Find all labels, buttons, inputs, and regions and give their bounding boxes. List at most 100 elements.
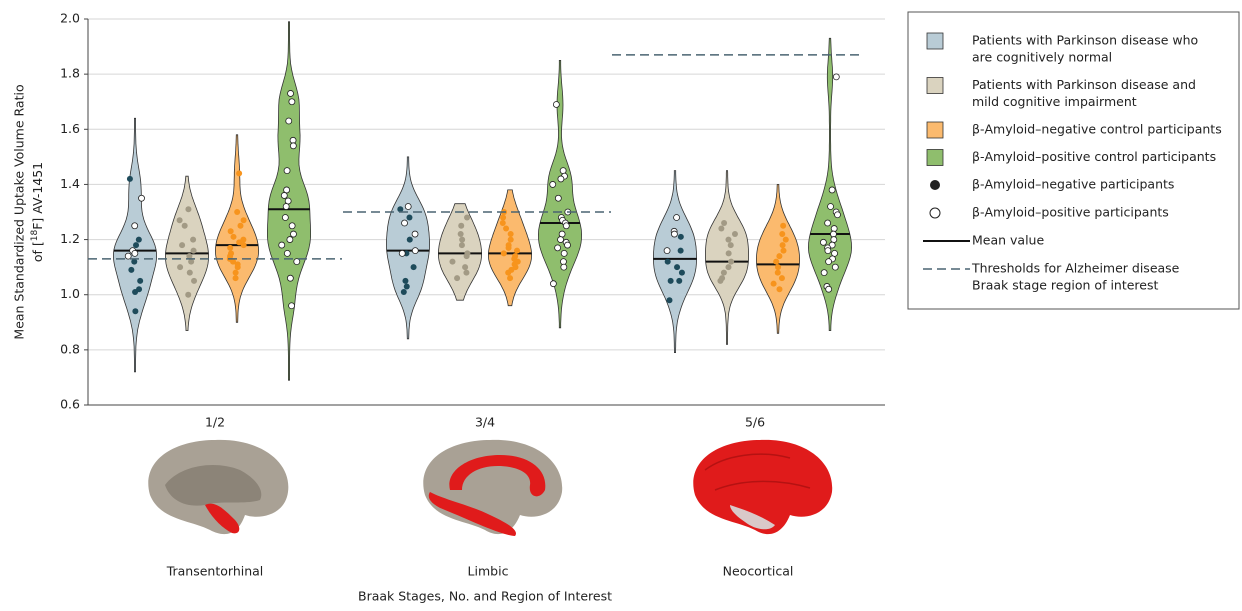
negative-point: [678, 248, 684, 254]
negative-point: [177, 264, 183, 270]
negative-point: [404, 283, 410, 289]
y-axis-title-sup: 18: [30, 230, 40, 242]
brain-transentorhinal: [148, 440, 288, 534]
negative-point: [501, 250, 507, 256]
negative-point: [773, 259, 779, 265]
positive-point: [559, 231, 565, 237]
positive-point: [560, 259, 566, 265]
negative-point: [507, 275, 513, 281]
positive-point: [289, 303, 295, 309]
x-axis-title: Braak Stages, No. and Region of Interest: [358, 589, 612, 604]
negative-point: [721, 220, 727, 226]
violin: [705, 171, 748, 345]
negative-point: [177, 217, 183, 223]
positive-point: [285, 198, 291, 204]
positive-point: [833, 74, 839, 80]
y-axis-title-part: of [: [30, 241, 45, 262]
positive-point: [664, 248, 670, 254]
negative-point: [241, 217, 247, 223]
legend-label: β-Amyloid–positive control participants: [972, 149, 1216, 164]
negative-point: [783, 237, 789, 243]
positive-point: [282, 215, 288, 221]
positive-point: [290, 231, 296, 237]
negative-point: [721, 270, 727, 276]
negative-point: [233, 275, 239, 281]
negative-point: [458, 231, 464, 237]
negative-point: [407, 237, 413, 243]
positive-point: [555, 245, 561, 251]
negative-point: [780, 242, 786, 248]
positive-point: [830, 231, 836, 237]
positive-point: [287, 237, 293, 243]
negative-point: [500, 215, 506, 221]
positive-point: [825, 248, 831, 254]
positive-point: [289, 99, 295, 105]
negative-point: [726, 250, 732, 256]
legend-marker: [930, 180, 940, 190]
positive-point: [553, 101, 559, 107]
negative-point: [776, 253, 782, 259]
negative-point: [462, 264, 468, 270]
positive-point: [286, 118, 292, 124]
positive-point: [279, 242, 285, 248]
positive-point: [828, 203, 834, 209]
legend-label: β-Amyloid–negative participants: [972, 177, 1174, 192]
legend-label: Mean value: [972, 233, 1044, 248]
positive-point: [831, 237, 837, 243]
negative-point: [136, 237, 142, 243]
y-tick-label: 1.4: [60, 176, 80, 191]
negative-point: [678, 234, 684, 240]
legend-marker: [930, 208, 940, 218]
negative-point: [185, 206, 191, 212]
negative-point: [228, 228, 234, 234]
negative-point: [458, 223, 464, 229]
negative-point: [725, 264, 731, 270]
positive-point: [563, 223, 569, 229]
negative-point: [674, 264, 680, 270]
violin: [756, 184, 799, 333]
negative-point: [508, 237, 514, 243]
y-tick-label: 1.0: [60, 286, 80, 301]
negative-point: [463, 270, 469, 276]
negative-point: [241, 242, 247, 248]
region-label: Limbic: [468, 564, 509, 579]
positive-point: [826, 286, 832, 292]
positive-point: [829, 187, 835, 193]
positive-point: [560, 168, 566, 174]
positive-point: [399, 250, 405, 256]
positive-point: [284, 250, 290, 256]
violin: [438, 204, 481, 301]
positive-point: [132, 223, 138, 229]
positive-point: [832, 264, 838, 270]
legend-label: β-Amyloid–positive participants: [972, 205, 1169, 220]
negative-point: [190, 237, 196, 243]
negative-point: [185, 292, 191, 298]
legend-label: Patients with Parkinson disease and: [972, 77, 1196, 92]
legend-swatch: [927, 150, 943, 166]
negative-point: [728, 242, 734, 248]
positive-point: [288, 90, 294, 96]
negative-point: [668, 278, 674, 284]
negative-point: [459, 237, 465, 243]
negative-point: [717, 278, 723, 284]
negative-point: [666, 297, 672, 303]
positive-point: [284, 187, 290, 193]
positive-point: [289, 223, 295, 229]
negative-point: [464, 253, 470, 259]
negative-point: [780, 223, 786, 229]
negative-point: [179, 242, 185, 248]
positive-point: [558, 176, 564, 182]
positive-point: [831, 226, 837, 232]
negative-point: [776, 286, 782, 292]
y-tick-label: 0.6: [60, 397, 80, 412]
legend-label: mild cognitive impairment: [972, 94, 1137, 109]
positive-point: [402, 220, 408, 226]
negative-point: [234, 209, 240, 215]
negative-point: [402, 278, 408, 284]
y-tick-label: 1.8: [60, 66, 80, 81]
region-label: Transentorhinal: [166, 564, 264, 579]
negative-point: [508, 231, 514, 237]
positive-point: [405, 203, 411, 209]
negative-point: [191, 278, 197, 284]
negative-point: [187, 270, 193, 276]
